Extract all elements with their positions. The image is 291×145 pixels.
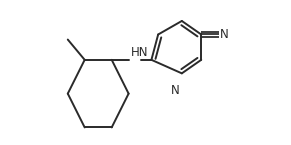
Text: HN: HN [131, 46, 149, 59]
Text: N: N [171, 84, 179, 97]
Text: N: N [220, 28, 229, 41]
